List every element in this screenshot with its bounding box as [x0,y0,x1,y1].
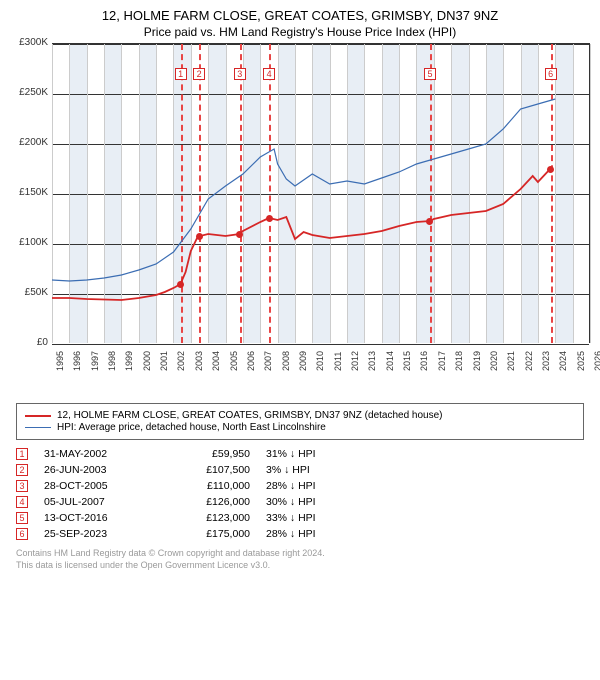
sale-row: 5 13-OCT-2016 £123,000 33% ↓ HPI [16,510,584,526]
legend-label: HPI: Average price, detached house, Nort… [57,422,326,433]
sale-row-number: 6 [16,528,28,540]
sale-marker-number: 1 [175,68,187,80]
page-title: 12, HOLME FARM CLOSE, GREAT COATES, GRIM… [10,8,590,23]
x-tick-label: 1999 [124,351,134,371]
x-tick-label: 2003 [194,351,204,371]
footnote-line-1: Contains HM Land Registry data © Crown c… [16,548,584,560]
sale-marker-dot [547,166,554,173]
x-tick-label: 2006 [246,351,256,371]
x-tick-label: 2016 [419,351,429,371]
sale-marker-number: 4 [263,68,275,80]
x-tick-label: 2009 [298,351,308,371]
sale-row: 1 31-MAY-2002 £59,950 31% ↓ HPI [16,446,584,462]
x-tick-label: 1996 [72,351,82,371]
x-tick-label: 2015 [402,351,412,371]
y-tick-label: £300K [10,37,48,48]
x-tick-label: 2005 [229,351,239,371]
sale-row-delta: 31% ↓ HPI [266,448,356,460]
sale-row-price: £107,500 [170,464,250,476]
sale-marker-dot [177,281,184,288]
sale-marker-number: 2 [193,68,205,80]
gridline-v [590,44,591,343]
sale-row-price: £59,950 [170,448,250,460]
x-tick-label: 2011 [333,352,343,371]
sale-row-date: 31-MAY-2002 [44,448,154,460]
x-tick-label: 2018 [454,351,464,371]
x-tick-label: 2002 [176,351,186,371]
sale-marker-dot [236,231,243,238]
x-tick-label: 2024 [558,351,568,371]
x-tick-label: 1995 [55,351,65,371]
x-tick-label: 2020 [489,351,499,371]
sale-row: 4 05-JUL-2007 £126,000 30% ↓ HPI [16,494,584,510]
x-tick-label: 2026 [593,351,600,371]
sale-row-number: 5 [16,512,28,524]
chart-lines [52,44,590,344]
x-tick-label: 2000 [142,351,152,371]
x-tick-label: 2001 [159,351,169,371]
sale-row-date: 28-OCT-2005 [44,480,154,492]
sale-row-delta: 3% ↓ HPI [266,464,356,476]
sale-row-price: £126,000 [170,496,250,508]
sale-row-date: 26-JUN-2003 [44,464,154,476]
legend-label: 12, HOLME FARM CLOSE, GREAT COATES, GRIM… [57,410,443,421]
legend-swatch [25,415,51,417]
y-tick-label: £250K [10,87,48,98]
x-tick-label: 2007 [263,351,273,371]
x-tick-label: 2008 [281,351,291,371]
price-chart: £0£50K£100K£150K£200K£250K£300K 123456 1… [10,43,590,373]
x-tick-label: 2014 [385,351,395,371]
x-axis: 1995 1996 1997 1998 1999 2000 2001 2002 2003 2004… [52,343,590,373]
sale-row-price: £110,000 [170,480,250,492]
x-tick-label: 2017 [437,351,447,371]
legend-swatch [25,427,51,428]
sales-table: 1 31-MAY-2002 £59,950 31% ↓ HPI 2 26-JUN-2003… [16,446,584,542]
plot-area: 12 3 4 5 6 [52,43,590,343]
sale-marker-number: 6 [545,68,557,80]
x-tick-label: 2019 [472,351,482,371]
sale-row: 6 25-SEP-2023 £175,000 28% ↓ HPI [16,526,584,542]
sale-row-delta: 28% ↓ HPI [266,528,356,540]
legend-item: HPI: Average price, detached house, Nort… [25,422,575,433]
sale-row-price: £123,000 [170,512,250,524]
sale-row: 3 28-OCT-2005 £110,000 28% ↓ HPI [16,478,584,494]
sale-row-delta: 28% ↓ HPI [266,480,356,492]
y-tick-label: £100K [10,237,48,248]
sale-row-delta: 33% ↓ HPI [266,512,356,524]
sale-row-number: 4 [16,496,28,508]
x-tick-label: 1998 [107,351,117,371]
y-tick-label: £50K [10,287,48,298]
y-tick-label: £0 [10,337,48,348]
legend-item: 12, HOLME FARM CLOSE, GREAT COATES, GRIM… [25,410,575,421]
x-tick-label: 2022 [524,351,534,371]
x-tick-label: 2004 [211,351,221,371]
footnote-line-2: This data is licensed under the Open Gov… [16,560,584,572]
sale-marker-dot [266,215,273,222]
x-tick-label: 2021 [506,351,516,371]
x-tick-label: 2025 [576,351,586,371]
page-subtitle: Price paid vs. HM Land Registry's House … [10,25,590,39]
footnote: Contains HM Land Registry data © Crown c… [16,548,584,571]
sale-marker-dot [196,233,203,240]
x-tick-label: 2023 [541,351,551,371]
sale-row-delta: 30% ↓ HPI [266,496,356,508]
x-tick-label: 2012 [350,351,360,371]
y-tick-label: £150K [10,187,48,198]
sale-row-number: 1 [16,448,28,460]
sale-row-date: 25-SEP-2023 [44,528,154,540]
x-tick-label: 2013 [367,351,377,371]
x-tick-label: 2010 [315,351,325,371]
sale-marker-number: 5 [424,68,436,80]
sale-row-number: 3 [16,480,28,492]
x-tick-label: 1997 [90,351,100,371]
legend: 12, HOLME FARM CLOSE, GREAT COATES, GRIM… [16,403,584,440]
sale-marker-number: 3 [234,68,246,80]
sale-row-price: £175,000 [170,528,250,540]
sale-row-date: 05-JUL-2007 [44,496,154,508]
y-axis: £0£50K£100K£150K£200K£250K£300K [10,43,52,343]
sale-row-date: 13-OCT-2016 [44,512,154,524]
y-tick-label: £200K [10,137,48,148]
sale-row: 2 26-JUN-2003 £107,500 3% ↓ HPI [16,462,584,478]
sale-row-number: 2 [16,464,28,476]
